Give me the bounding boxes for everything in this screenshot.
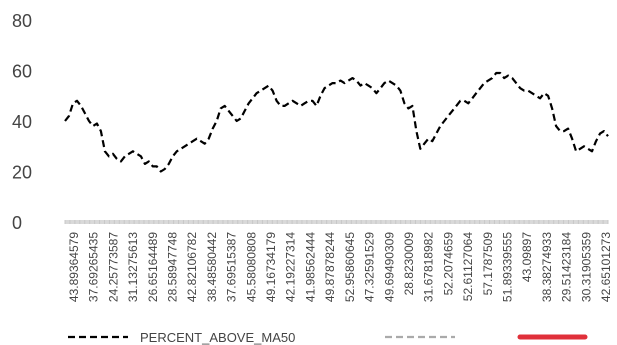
legend: PERCENT_ABOVE_MA50 — [68, 330, 588, 345]
x-tick-label: 57.1787509 — [481, 232, 495, 296]
x-tick-label: 49.69490309 — [382, 232, 396, 302]
x-tick-label: 42.19227314 — [284, 232, 298, 302]
x-tick-label: 52.61127064 — [461, 232, 475, 302]
x-tick-label: 52.95860645 — [343, 232, 357, 302]
x-tick-label: 45.58080808 — [244, 232, 258, 302]
x-tick-label: 51.89339555 — [500, 232, 514, 302]
x-tick-label: 43.89364579 — [67, 232, 81, 302]
x-tick-label: 31.13275613 — [126, 232, 140, 302]
y-tick-label: 80 — [12, 11, 32, 31]
x-tick-label: 49.16734179 — [264, 232, 278, 302]
x-tick-label: 47.32591529 — [363, 232, 377, 302]
y-axis: 0 20 40 60 80 — [12, 11, 32, 233]
x-tick-label: 29.51423184 — [560, 232, 574, 302]
x-tick-label: 37.69515387 — [225, 232, 239, 302]
x-tick-label: 26.65164489 — [146, 232, 160, 302]
legend-label: PERCENT_ABOVE_MA50 — [140, 330, 295, 345]
x-tick-label: 38.48580442 — [205, 232, 219, 302]
y-tick-label: 0 — [12, 213, 22, 233]
x-tick-label: 28.58947748 — [166, 232, 180, 302]
x-tick-label: 49.87878244 — [323, 232, 337, 302]
x-tick-labels: 43.89364579 37.69265435 24.25773587 31.1327… — [67, 232, 613, 302]
y-tick-label: 60 — [12, 62, 32, 82]
series-layer — [64, 71, 609, 173]
x-tick-label: 42.65101273 — [599, 232, 613, 302]
x-tick-label: 38.38274933 — [540, 232, 554, 302]
x-tick-label: 43.09897 — [520, 232, 534, 282]
x-tick-label: 31.67818982 — [422, 232, 436, 302]
x-tick-label: 41.98562444 — [303, 232, 317, 302]
series-line — [64, 71, 609, 173]
y-tick-label: 40 — [12, 112, 32, 132]
x-tick-label: 24.25773587 — [106, 232, 120, 302]
x-tick-label: 37.69265435 — [87, 232, 101, 302]
x-tick-label: 42.82106782 — [185, 232, 199, 302]
x-tick-label: 28.8230009 — [402, 232, 416, 296]
x-tick-label: 30.31905359 — [579, 232, 593, 302]
x-tick-label: 52.2074659 — [441, 232, 455, 296]
y-tick-label: 20 — [12, 163, 32, 183]
x-axis — [64, 220, 609, 224]
